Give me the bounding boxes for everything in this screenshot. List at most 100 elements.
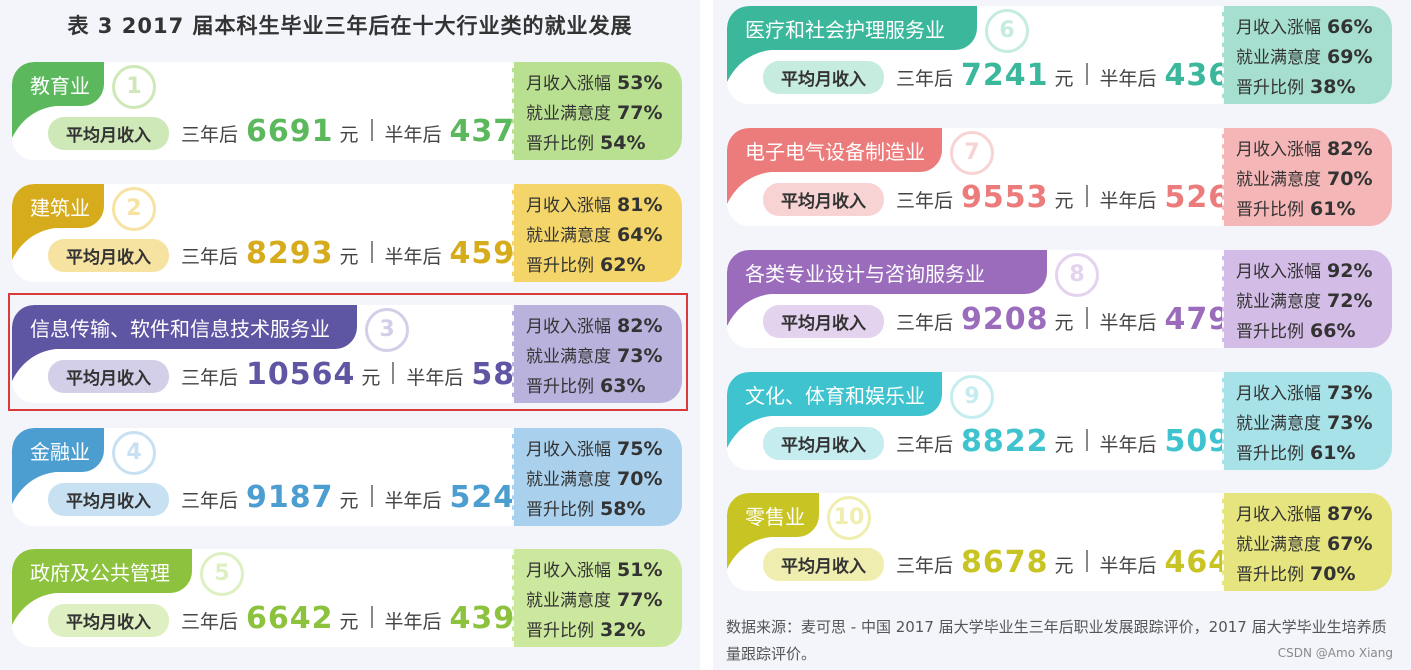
stat-value: 63% — [600, 375, 646, 397]
stat-label: 就业满意度 — [1236, 535, 1321, 555]
separator — [370, 241, 373, 263]
stats-panel: 月收入涨幅 73% 就业满意度 73% 晋升比例 61% — [1222, 372, 1392, 470]
stat-satisfaction: 就业满意度 77% — [526, 586, 682, 616]
stat-label: 月收入涨幅 — [1236, 140, 1321, 160]
unit-label: 元 — [361, 367, 381, 389]
card-header-band: 零售业 — [727, 493, 819, 537]
stats-panel: 月收入涨幅 87% 就业满意度 67% 晋升比例 70% — [1222, 493, 1392, 591]
income-half-year: 4640 — [1164, 545, 1222, 580]
avg-income-pill: 平均月收入 — [48, 117, 169, 150]
unit-label: 元 — [1054, 312, 1074, 334]
industry-card: 医疗和社会护理服务业 6 平均月收入 三年后 7241 元 半年后 4362 元… — [727, 6, 1392, 104]
stat-label: 晋升比例 — [526, 500, 594, 520]
stat-label: 月收入涨幅 — [1236, 384, 1321, 404]
card-main: 零售业 10 平均月收入 三年后 8678 元 半年后 4640 元 — [727, 493, 1222, 591]
stat-value: 77% — [617, 589, 663, 611]
income-half-year: 4362 — [1164, 58, 1222, 93]
stat-satisfaction: 就业满意度 72% — [1236, 287, 1392, 317]
industry-name: 教育业 — [30, 74, 90, 98]
rank-number-badge: 5 — [200, 552, 244, 596]
card-main: 建筑业 2 平均月收入 三年后 8293 元 半年后 4594 元 — [12, 184, 512, 282]
stat-value: 38% — [1310, 76, 1356, 98]
three-years-label: 三年后 — [896, 68, 954, 90]
industry-name: 信息传输、软件和信息技术服务业 — [30, 317, 330, 341]
stat-income-raise: 月收入涨幅 81% — [526, 191, 682, 221]
stat-satisfaction: 就业满意度 67% — [1236, 530, 1392, 560]
rank-number-badge: 7 — [950, 131, 994, 175]
three-years-label: 三年后 — [181, 367, 239, 389]
stats-panel: 月收入涨幅 75% 就业满意度 70% 晋升比例 58% — [512, 428, 682, 526]
stat-label: 就业满意度 — [526, 470, 611, 490]
stat-value: 70% — [1310, 563, 1356, 585]
separator — [392, 362, 395, 384]
half-year-label: 半年后 — [1099, 190, 1157, 212]
income-row: 平均月收入 三年后 8678 元 半年后 4640 元 — [763, 545, 1222, 581]
income-half-year: 4792 — [1164, 302, 1222, 337]
card-header-band: 金融业 — [12, 428, 104, 472]
rank-number-badge: 8 — [1055, 253, 1099, 297]
income-row: 平均月收入 三年后 6691 元 半年后 4379 元 — [48, 114, 512, 150]
stat-value: 66% — [1327, 16, 1373, 38]
stat-promotion: 晋升比例 70% — [1236, 560, 1392, 590]
stat-label: 就业满意度 — [1236, 292, 1321, 312]
stat-label: 月收入涨幅 — [526, 317, 611, 337]
income-half-year: 5818 — [471, 357, 512, 392]
half-year-label: 半年后 — [1099, 555, 1157, 577]
stat-value: 87% — [1327, 503, 1373, 525]
unit-label: 元 — [339, 124, 359, 146]
stat-income-raise: 月收入涨幅 92% — [1236, 257, 1392, 287]
income-row: 平均月收入 三年后 8293 元 半年后 4594 元 — [48, 236, 512, 272]
income-row: 平均月收入 三年后 9553 元 半年后 5261 元 — [763, 180, 1222, 216]
industry-card: 文化、体育和娱乐业 9 平均月收入 三年后 8822 元 半年后 5092 元 … — [727, 372, 1392, 470]
stat-value: 58% — [600, 498, 646, 520]
stat-label: 晋升比例 — [526, 134, 594, 154]
half-year-label: 半年后 — [384, 611, 442, 633]
separator — [1085, 429, 1088, 451]
half-year-label: 半年后 — [384, 246, 442, 268]
stat-value: 70% — [617, 468, 663, 490]
card-header-band: 建筑业 — [12, 184, 104, 228]
card-main: 医疗和社会护理服务业 6 平均月收入 三年后 7241 元 半年后 4362 元 — [727, 6, 1222, 104]
industry-card: 建筑业 2 平均月收入 三年后 8293 元 半年后 4594 元 月收入涨幅 8… — [12, 184, 682, 282]
stat-income-raise: 月收入涨幅 51% — [526, 556, 682, 586]
industry-name: 零售业 — [745, 505, 805, 529]
stat-label: 月收入涨幅 — [1236, 505, 1321, 525]
half-year-label: 半年后 — [1099, 312, 1157, 334]
card-main: 教育业 1 平均月收入 三年后 6691 元 半年后 4379 元 — [12, 62, 512, 160]
stat-value: 75% — [617, 438, 663, 460]
avg-income-pill: 平均月收入 — [763, 548, 884, 581]
stat-label: 晋升比例 — [526, 256, 594, 276]
stat-label: 晋升比例 — [526, 377, 594, 397]
stats-panel: 月收入涨幅 51% 就业满意度 77% 晋升比例 32% — [512, 549, 682, 647]
card-main: 金融业 4 平均月收入 三年后 9187 元 半年后 5246 元 — [12, 428, 512, 526]
stat-value: 73% — [1327, 412, 1373, 434]
industry-card: 电子电气设备制造业 7 平均月收入 三年后 9553 元 半年后 5261 元 … — [727, 128, 1392, 226]
rank-number-badge: 10 — [827, 496, 871, 540]
card-header-band: 信息传输、软件和信息技术服务业 — [12, 305, 357, 349]
stat-value: 81% — [617, 194, 663, 216]
industry-name: 文化、体育和娱乐业 — [745, 384, 925, 408]
stats-panel: 月收入涨幅 66% 就业满意度 69% 晋升比例 38% — [1222, 6, 1392, 104]
card-header-band: 电子电气设备制造业 — [727, 128, 942, 172]
stats-panel: 月收入涨幅 81% 就业满意度 64% 晋升比例 62% — [512, 184, 682, 282]
income-three-years: 6642 — [246, 601, 334, 636]
half-year-label: 半年后 — [384, 124, 442, 146]
unit-label: 元 — [339, 246, 359, 268]
stat-value: 73% — [617, 345, 663, 367]
income-half-year: 5092 — [1164, 424, 1222, 459]
income-half-year: 4399 — [449, 601, 512, 636]
income-three-years: 8678 — [961, 545, 1049, 580]
stat-label: 晋升比例 — [1236, 565, 1304, 585]
three-years-label: 三年后 — [181, 611, 239, 633]
income-three-years: 8822 — [961, 424, 1049, 459]
industry-card: 金融业 4 平均月收入 三年后 9187 元 半年后 5246 元 月收入涨幅 7… — [12, 428, 682, 526]
stat-satisfaction: 就业满意度 64% — [526, 221, 682, 251]
separator — [370, 119, 373, 141]
card-header-band: 教育业 — [12, 62, 104, 106]
half-year-label: 半年后 — [1099, 434, 1157, 456]
three-years-label: 三年后 — [896, 434, 954, 456]
industry-name: 医疗和社会护理服务业 — [745, 18, 945, 42]
three-years-label: 三年后 — [896, 312, 954, 334]
table-title: 表 3 2017 届本科生毕业三年后在十大行业类的就业发展 — [67, 14, 633, 38]
stat-value: 82% — [1327, 138, 1373, 160]
